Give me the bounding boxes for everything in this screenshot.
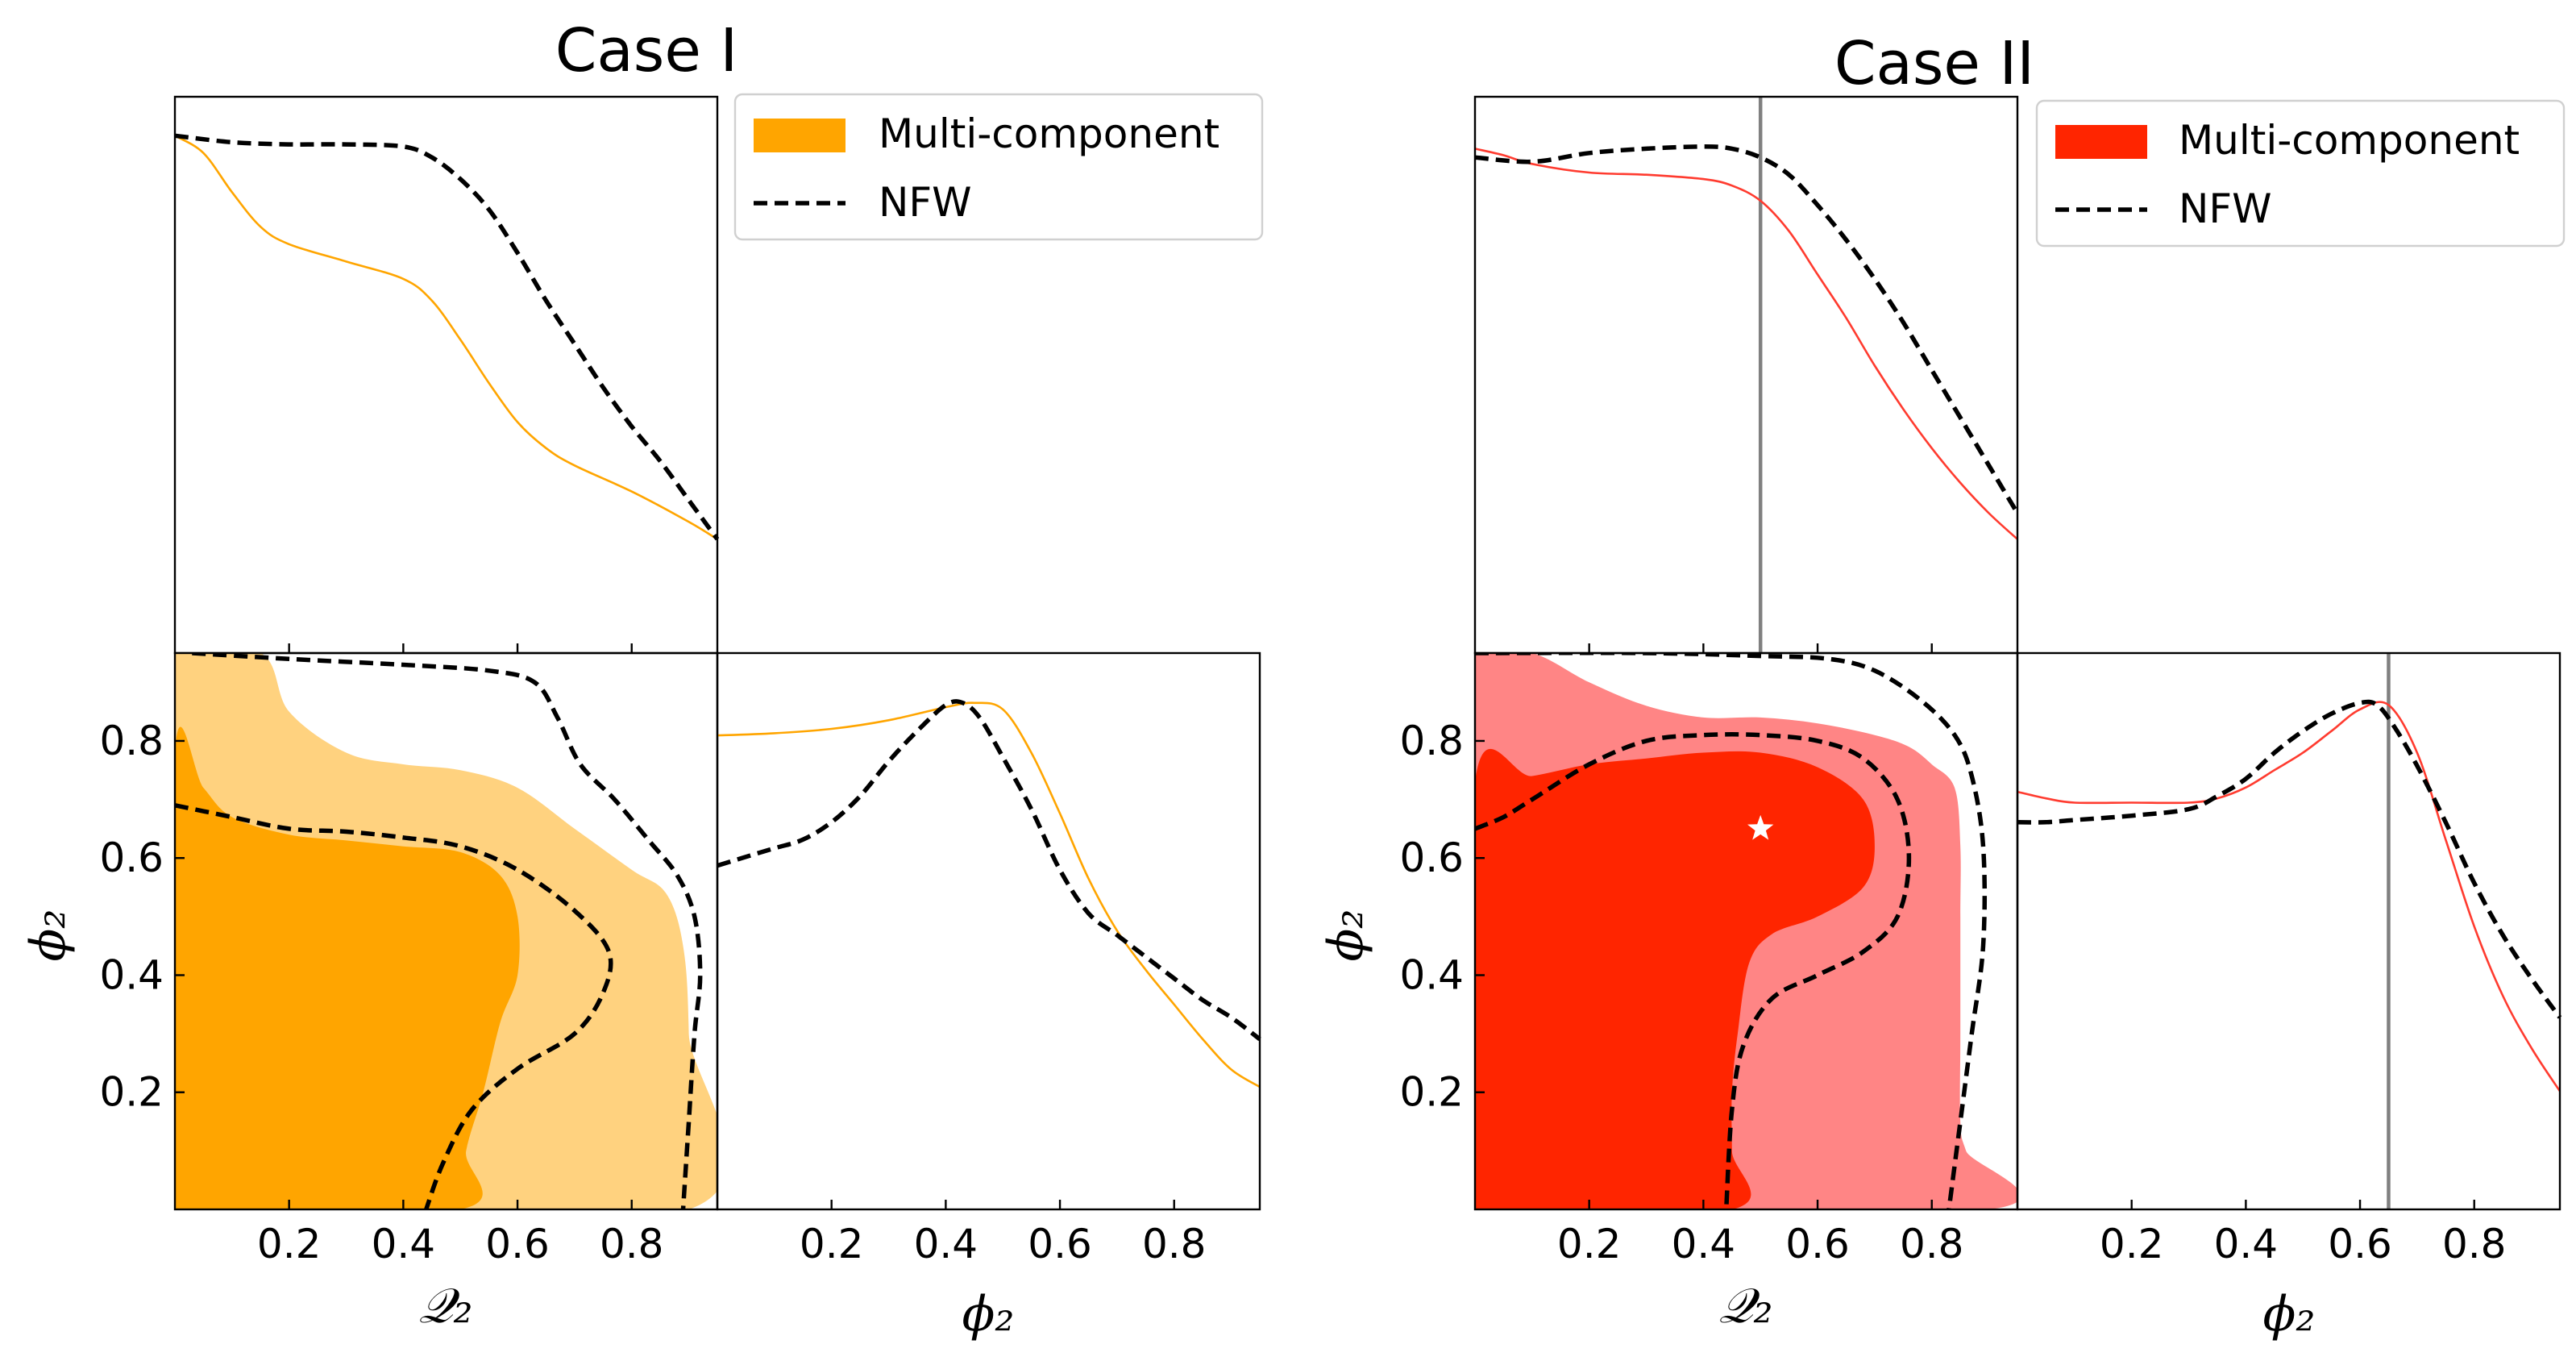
case-2-phi2-marginal-frame: [2016, 651, 2561, 1211]
case-2-joint-panel: 0.2 0.4 0.6 0.8 0.2 0.4 0.6 0.8 𝒬₂ ϕ₂: [1318, 643, 2019, 1334]
multi-component-1sigma-region: [1475, 748, 1875, 1209]
multi-component-curve: [2017, 701, 2561, 1092]
case-1-phi2-marginal-curves: [717, 699, 1261, 1088]
case-1-legend-multi-label: Multi-component: [879, 110, 1219, 157]
y-tick-label: 0.2: [99, 1069, 164, 1116]
case-2-legend-nfw-label: NFW: [2179, 185, 2272, 232]
x-tick-label: 0.2: [257, 1221, 322, 1267]
nfw-2sigma-contour: [1475, 653, 1988, 1209]
x-tick-label: 0.6: [1028, 1221, 1092, 1267]
case-2-joint-contours: [1475, 653, 2017, 1209]
case-2-joint-y-axis: 0.2 0.4 0.6 0.8: [1399, 718, 1485, 1116]
x-tick-label: 0.8: [2442, 1221, 2507, 1267]
x-tick-label: 0.8: [600, 1221, 664, 1267]
case-1-legend-swatch-multi: [754, 119, 846, 152]
x-tick-label: 0.2: [2100, 1221, 2164, 1267]
case-1-q2-marginal-frame: [173, 95, 719, 655]
case-1-phi2-marginal-panel: 0.2 0.4 0.6 0.8 ϕ₂: [716, 651, 1261, 1342]
x-tick-label: 0.4: [1672, 1221, 1736, 1267]
joint-contour-layer: [175, 653, 717, 1209]
multi-component-1sigma-region: [175, 726, 520, 1209]
case-1-phi2-x-axis: 0.2 0.4 0.6 0.8: [800, 1200, 1207, 1267]
case-2-y-label-phi2: ϕ₂: [1318, 909, 1374, 962]
y-tick-label: 0.2: [1399, 1069, 1464, 1116]
nfw-1sigma-contour: [175, 803, 613, 1209]
case-1-phi2-marginal-frame: [716, 651, 1261, 1211]
case-1-title: Case I: [555, 16, 737, 85]
case-2-phi2-marginal-curves: [2017, 653, 2562, 1209]
case-2-corner-plot: Case II 0.2 0.4 0.6 0.8 0.20.40.60.8 𝒬₂ ϕ₂ …: [1318, 29, 2566, 1342]
case-2-legend-swatch-multi: [2055, 125, 2147, 159]
case-2-q2-marginal-curves: [1474, 97, 2020, 653]
y-tick-label: 0.6: [1399, 834, 1464, 881]
x-tick-label: 0.4: [914, 1221, 978, 1267]
y-tick-label: 0.6: [99, 834, 164, 881]
case-1-corner-plot: Case I 0.2 0.4 0.6 0.8 0.2 0.4 0.6 0.8 𝒬₂ ϕ₂ 0…: [20, 16, 1264, 1342]
case-2-q2-marginal-panel: [1473, 95, 2020, 655]
case-1-joint-y-axis: 0.2 0.4 0.6 0.8: [99, 718, 185, 1116]
case-1-y-label-phi2: ϕ₂: [20, 909, 77, 962]
case-1-x-label-phi2: ϕ₂: [962, 1286, 1015, 1342]
case-1-joint-panel: 0.2 0.4 0.6 0.8 0.2 0.4 0.6 0.8 𝒬₂ ϕ₂: [20, 643, 719, 1334]
case-2-phi2-x-axis: 0.2 0.4 0.6 0.8: [2100, 1200, 2507, 1267]
multi-component-curve: [1474, 148, 2018, 540]
case-2-joint-x-axis: 0.2 0.4 0.6 0.8: [1557, 643, 1964, 1267]
truth-star-marker: [1747, 814, 1774, 840]
nfw-curve: [2017, 699, 2562, 1019]
case-1-q2-marginal-curves: [174, 133, 720, 541]
x-tick-label: 0.6: [1785, 1221, 1850, 1267]
x-tick-label: 0.8: [1900, 1221, 1964, 1267]
y-tick-label: 0.4: [1399, 951, 1464, 998]
x-tick-label: 0.4: [2214, 1221, 2279, 1267]
x-tick-label: 0.2: [1557, 1221, 1622, 1267]
x-tick-label: 0.2: [800, 1221, 864, 1267]
nfw-curve: [1474, 144, 2020, 514]
case-2-title: Case II: [1834, 29, 2034, 98]
case-1-legend-nfw-label: NFW: [879, 179, 972, 226]
case-2-legend: Multi-component NFW: [2035, 99, 2566, 248]
y-tick-label: 0.4: [99, 951, 164, 998]
y-tick-label: 0.8: [99, 718, 164, 764]
nfw-1sigma-contour: [1475, 732, 1912, 1209]
case-1-q2-marginal-panel: [173, 95, 720, 655]
multi-component-curve: [717, 701, 1261, 1088]
case-2-legend-frame: [2035, 99, 2566, 248]
multi-component-curve: [174, 135, 718, 540]
case-2-phi2-marginal-panel: 0.2 0.4 0.6 0.8 ϕ₂: [2016, 651, 2562, 1342]
nfw-curve: [717, 699, 1261, 1042]
case-1-legend: Multi-component NFW: [733, 93, 1264, 241]
case-1-joint-contours: [175, 653, 717, 1209]
case-2-x-label-q2: 𝒬₂: [1718, 1278, 1772, 1334]
case-1-x-label-q2: 𝒬₂: [418, 1278, 472, 1334]
case-2-x-label-phi2: ϕ₂: [2263, 1286, 2316, 1342]
x-tick-label: 0.6: [485, 1221, 550, 1267]
case-1-joint-x-axis: 0.2 0.4 0.6 0.8: [257, 643, 664, 1267]
x-tick-label: 0.4: [372, 1221, 436, 1267]
joint-contour-layer: [1475, 653, 2017, 1209]
nfw-curve: [174, 133, 720, 541]
case-2-legend-multi-label: Multi-component: [2179, 117, 2520, 164]
case-1-legend-frame: [733, 93, 1264, 241]
x-tick-label: 0.8: [1142, 1221, 1207, 1267]
y-tick-label: 0.8: [1399, 718, 1464, 764]
x-tick-label: 0.6: [2328, 1221, 2392, 1267]
nfw-2sigma-contour: [192, 653, 703, 1209]
